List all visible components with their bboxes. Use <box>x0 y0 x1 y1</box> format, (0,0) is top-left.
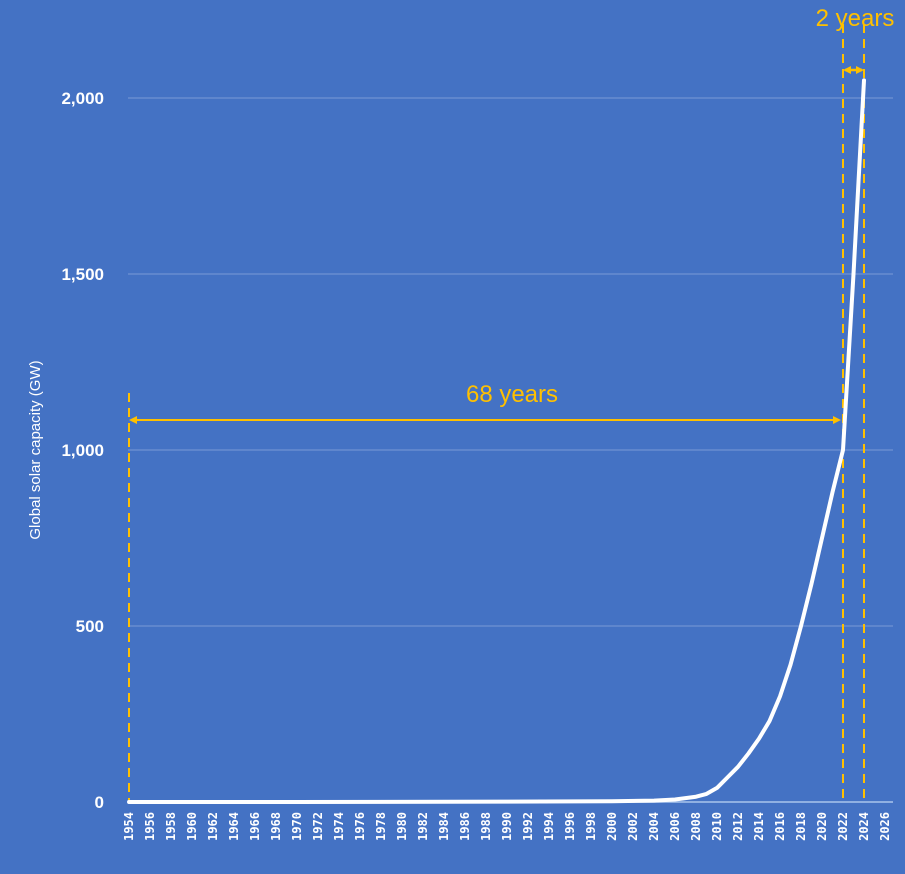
x-tick-label: 1964 <box>227 812 241 841</box>
y-tick-label: 1,000 <box>61 441 104 460</box>
x-tick-label: 2024 <box>857 812 871 841</box>
x-tick-label: 1966 <box>248 812 262 841</box>
x-tick-label: 2002 <box>626 812 640 841</box>
x-tick-label: 2008 <box>689 812 703 841</box>
x-tick-label: 1988 <box>479 812 493 841</box>
x-tick-label: 1996 <box>563 812 577 841</box>
x-tick-label: 1970 <box>290 812 304 841</box>
x-tick-label: 1968 <box>269 812 283 841</box>
x-tick-label: 2012 <box>731 812 745 841</box>
vertical-markers <box>128 24 865 802</box>
x-tick-label: 1980 <box>395 812 409 841</box>
x-tick-label: 1976 <box>353 812 367 841</box>
x-tick-label: 1962 <box>206 812 220 841</box>
x-tick-label: 1958 <box>164 812 178 841</box>
capacity-line <box>127 78 866 805</box>
y-tick-label: 1,500 <box>61 265 104 284</box>
x-tick-label: 2026 <box>878 812 892 841</box>
x-tick-label: 2004 <box>647 812 661 841</box>
x-tick-label: 1984 <box>437 812 451 841</box>
x-axis-ticks: 1954 1956 1958 1960 1962 1964 1966 1968 1970 1972… <box>122 812 892 841</box>
x-tick-label: 1986 <box>458 812 472 841</box>
x-tick-label: 2016 <box>773 812 787 841</box>
y-tick-label: 500 <box>76 617 104 636</box>
68-years-label: 68 years <box>466 381 558 408</box>
x-tick-label: 2020 <box>815 812 829 841</box>
x-tick-label: 2018 <box>794 812 808 841</box>
x-tick-label: 1954 <box>122 812 136 841</box>
x-tick-label: 1978 <box>374 812 388 841</box>
y-axis-label: Global solar capacity (GW) <box>27 360 44 539</box>
annotations: 68 years 2 years <box>129 5 895 424</box>
y-axis-ticks: 0 500 1,000 1,500 2,000 <box>61 89 104 812</box>
x-tick-label: 1998 <box>584 812 598 841</box>
x-tick-label: 2000 <box>605 812 619 841</box>
x-tick-label: 2014 <box>752 812 766 841</box>
x-tick-label: 1974 <box>332 812 346 841</box>
x-tick-label: 2022 <box>836 812 850 841</box>
y-tick-label: 0 <box>95 793 104 812</box>
x-tick-label: 1994 <box>542 812 556 841</box>
y-tick-label: 2,000 <box>61 89 104 108</box>
x-tick-label: 1982 <box>416 812 430 841</box>
x-tick-label: 1992 <box>521 812 535 841</box>
x-tick-label: 1960 <box>185 812 199 841</box>
2-years-label: 2 years <box>816 5 895 32</box>
x-tick-label: 2010 <box>710 812 724 841</box>
x-tick-label: 2006 <box>668 812 682 841</box>
x-tick-label: 1972 <box>311 812 325 841</box>
x-tick-label: 1990 <box>500 812 514 841</box>
x-tick-label: 1956 <box>143 812 157 841</box>
